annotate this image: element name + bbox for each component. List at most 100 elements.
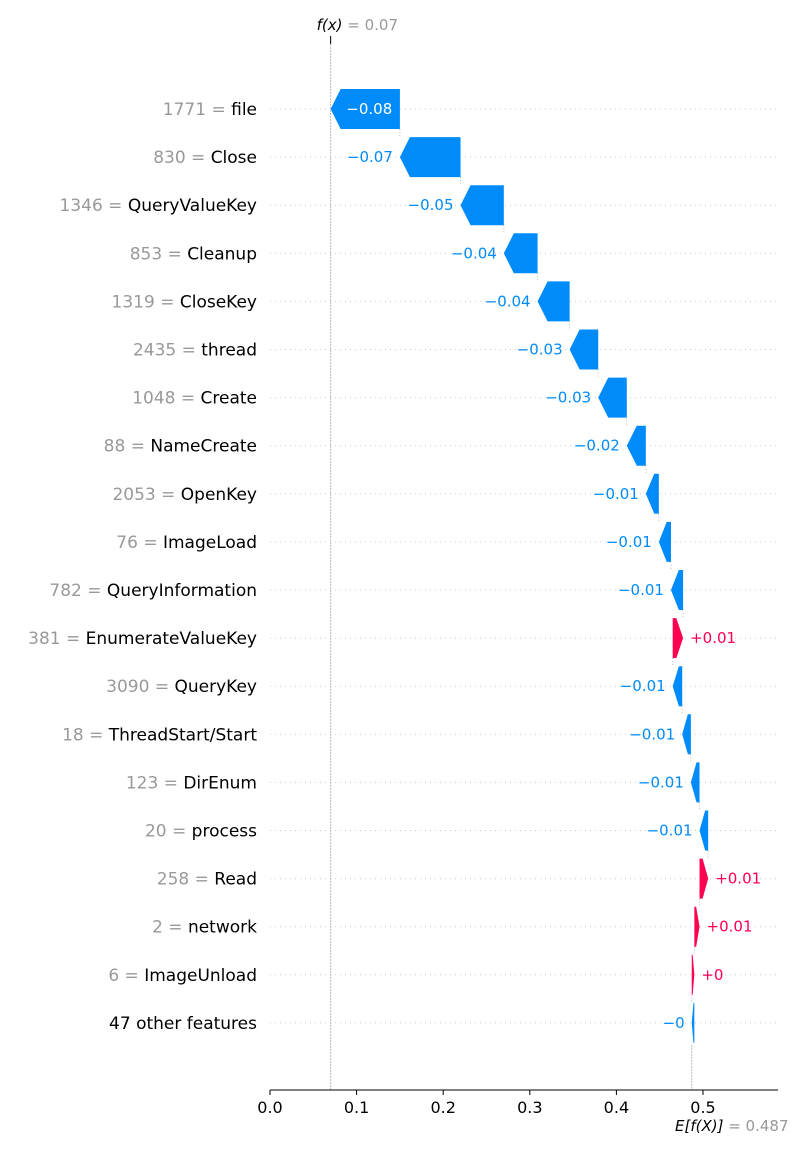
base-annotation: E[f(X)] = 0.487 <box>675 1117 789 1135</box>
bar-value-label: −0.01 <box>638 773 684 791</box>
feature-value: 3090 = <box>106 677 174 697</box>
contribution-bar <box>699 810 709 851</box>
bar-value-label: −0.04 <box>451 244 497 262</box>
feature-name: DirEnum <box>183 773 257 793</box>
contribution-bar <box>537 281 570 322</box>
contribution-bar <box>682 714 691 755</box>
feature-name: ImageUnload <box>144 966 257 986</box>
contribution-bar <box>670 570 684 610</box>
feature-label: 2 = network <box>152 918 257 938</box>
feature-name: network <box>188 918 257 938</box>
contribution-bar <box>672 666 683 707</box>
contribution-bar <box>672 618 684 659</box>
feature-value: 2 = <box>152 918 188 938</box>
contribution-bar <box>503 233 538 274</box>
output-annotation: f(x) = 0.07 <box>317 16 398 44</box>
feature-name: Close <box>211 148 257 168</box>
bar-value-label: +0.01 <box>690 629 736 647</box>
bar-value-label: −0.01 <box>593 485 639 503</box>
feature-name: OpenKey <box>181 485 257 505</box>
feature-label: 20 = process <box>145 822 257 842</box>
feature-name: process <box>192 822 257 842</box>
bar-value-label: +0 <box>701 966 723 984</box>
feature-value: 853 = <box>130 244 188 264</box>
feature-value: 76 = <box>116 533 163 553</box>
feature-labels: 1771 = file 830 = Close 1346 = QueryValueK… <box>28 100 257 1034</box>
feature-name: Create <box>201 389 258 409</box>
base-value-label: E[f(X)] = 0.487 <box>675 1117 789 1135</box>
feature-name: NameCreate <box>150 437 257 457</box>
feature-label: 18 = ThreadStart/Start <box>62 725 257 745</box>
feature-label: 258 = Read <box>157 870 257 890</box>
contribution-bar <box>460 185 504 226</box>
feature-value: 1319 = <box>112 292 180 312</box>
base-value: = 0.487 <box>723 1117 788 1135</box>
feature-value: 18 = <box>62 725 109 745</box>
x-tick-label: 0.0 <box>257 1098 282 1117</box>
contribution-bar <box>699 858 709 899</box>
feature-label: 88 = NameCreate <box>104 437 257 457</box>
contribution-bar <box>399 137 461 178</box>
contribution-bar <box>598 377 627 418</box>
feature-value: 2053 = <box>112 485 180 505</box>
feature-label: 76 = ImageLoad <box>116 533 257 553</box>
base-name: E[f(X)] <box>675 1117 724 1135</box>
feature-label: 1771 = file <box>163 100 257 120</box>
feature-label: 2053 = OpenKey <box>112 485 257 505</box>
fx-value: = 0.07 <box>342 16 398 34</box>
contribution-bar <box>691 954 695 995</box>
feature-name: ImageLoad <box>163 533 257 553</box>
contribution-bar <box>645 473 659 514</box>
feature-value: 830 = <box>153 148 211 168</box>
contribution-bar <box>569 329 599 370</box>
bar-value-label: −0.01 <box>647 822 693 840</box>
feature-value: 6 = <box>108 966 144 986</box>
bar-value-label: −0.03 <box>517 341 563 359</box>
bar-value-label: +0.01 <box>715 870 761 888</box>
feature-value: 2435 = <box>133 341 201 361</box>
feature-label: 2435 = thread <box>133 341 257 361</box>
feature-name: QueryKey <box>175 677 258 697</box>
feature-value: 20 = <box>145 822 192 842</box>
contribution-bar <box>626 425 646 466</box>
feature-label: 123 = DirEnum <box>126 773 257 793</box>
bar-value-label: −0.05 <box>408 196 454 214</box>
bar-value-label: −0.08 <box>346 100 392 118</box>
feature-value: 1346 = <box>60 196 128 216</box>
x-tick-label: 0.2 <box>430 1098 455 1117</box>
reference-lines <box>330 38 709 1090</box>
feature-label: 782 = QueryInformation <box>49 581 257 601</box>
feature-name: Read <box>214 870 257 890</box>
feature-label: 1048 = Create <box>132 389 257 409</box>
x-tick-label: 0.5 <box>690 1098 715 1117</box>
bar-value-label: +0.01 <box>707 918 753 936</box>
feature-label: 3090 = QueryKey <box>106 677 257 697</box>
feature-value: 1771 = <box>163 100 231 120</box>
feature-value: 381 = <box>28 629 86 649</box>
x-tick-label: 0.4 <box>604 1098 629 1117</box>
feature-name: CloseKey <box>180 292 257 312</box>
bar-value-label: −0.01 <box>618 581 664 599</box>
contribution-bar <box>330 89 400 129</box>
feature-name: Cleanup <box>187 244 257 264</box>
x-axis: 0.0 0.1 0.2 0.3 0.4 0.5 <box>257 1089 778 1117</box>
contribution-bar <box>690 762 700 803</box>
feature-label: 853 = Cleanup <box>130 244 257 264</box>
fx-label: f(x) = 0.07 <box>317 16 398 34</box>
feature-value: 258 = <box>157 870 215 890</box>
bar-value-label: −0.01 <box>606 533 652 551</box>
bar-value-label: −0.07 <box>347 148 393 166</box>
bar-value-label: −0.03 <box>545 389 591 407</box>
feature-name: file <box>231 100 257 120</box>
feature-label: 47 other features <box>109 1014 257 1034</box>
feature-value: 88 = <box>104 437 151 457</box>
bar-value-label: −0.04 <box>485 292 531 310</box>
feature-name: thread <box>201 341 257 361</box>
feature-value: 123 = <box>126 773 184 793</box>
bar-value-label: −0.02 <box>574 437 620 455</box>
contribution-bar <box>694 906 700 947</box>
feature-label: 381 = EnumerateValueKey <box>28 629 257 649</box>
feature-name: QueryInformation <box>107 581 257 601</box>
contribution-bars: −0.08 −0.07 −0.05 −0.04 −0.04 −0.03 −0.03 −0.02… <box>330 89 761 1043</box>
